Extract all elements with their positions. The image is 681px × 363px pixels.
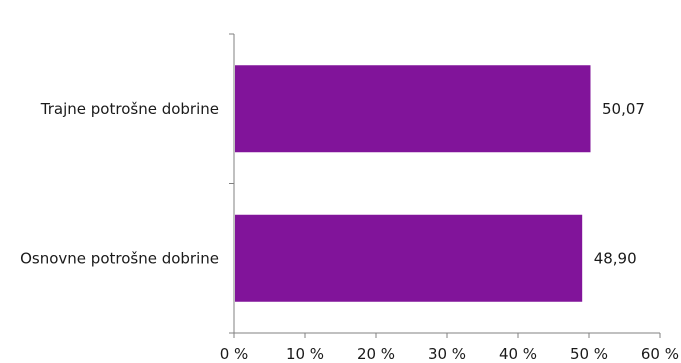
- x-tick-label-3: 30 %: [428, 345, 466, 363]
- x-tick-label-1: 10 %: [286, 345, 324, 363]
- x-tick-label-5: 50 %: [570, 345, 608, 363]
- x-tick-label-0: 0 %: [220, 345, 249, 363]
- x-tick-label-2: 20 %: [357, 345, 395, 363]
- bar-1: [235, 214, 583, 302]
- x-tick-label-6: 60 %: [641, 345, 679, 363]
- x-tick-label-4: 40 %: [499, 345, 537, 363]
- bar-0: [235, 65, 591, 153]
- category-label-0: Trajne potrošne dobrine: [40, 100, 219, 118]
- data-label-0: 50,07: [602, 100, 645, 118]
- category-label-1: Osnovne potrošne dobrine: [20, 249, 219, 267]
- data-label-1: 48,90: [594, 249, 637, 267]
